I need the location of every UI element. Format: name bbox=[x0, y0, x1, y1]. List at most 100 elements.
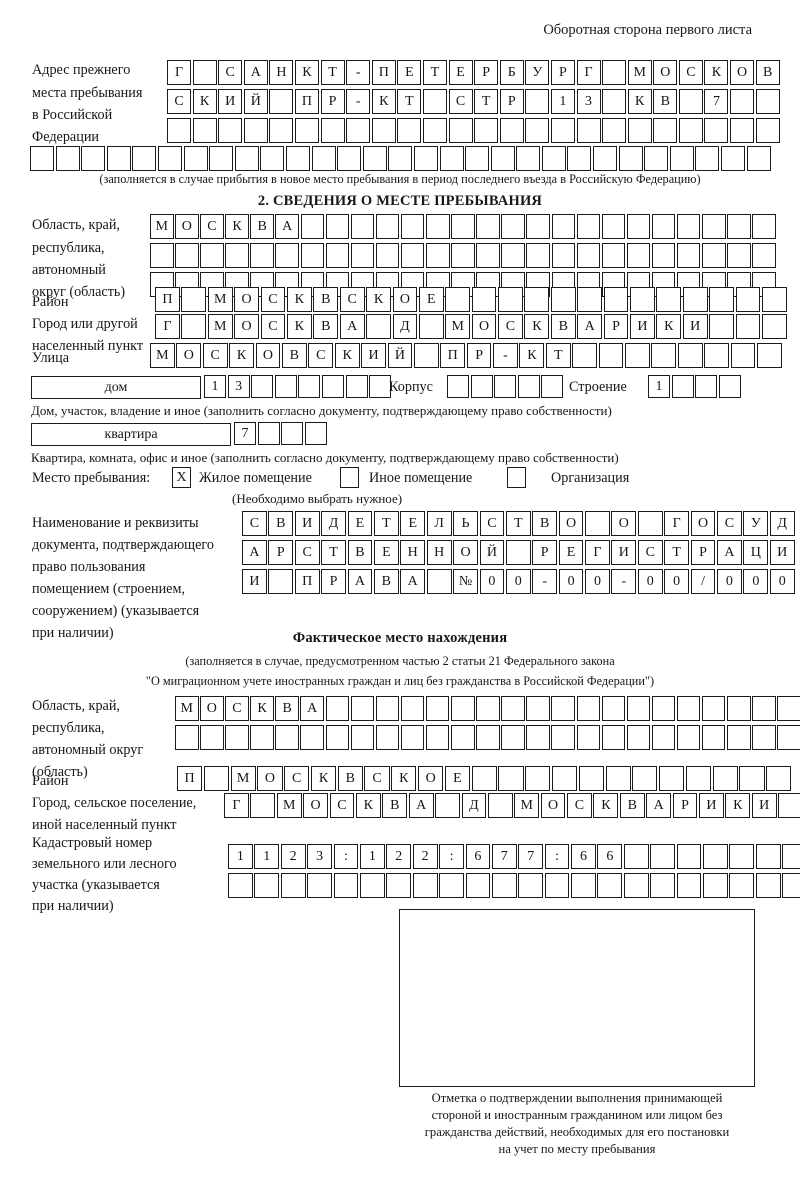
cadastral-r2-cell-6[interactable] bbox=[359, 873, 385, 898]
actual-region-r1-cell-15[interactable] bbox=[526, 696, 550, 721]
actual-region-r1-cell-12[interactable] bbox=[451, 696, 475, 721]
document-row-3[interactable]: И П Р А В А № 0 0-0 0-0 0/0 0 0 bbox=[242, 569, 795, 594]
actual-district-cell-10[interactable]: О bbox=[418, 766, 444, 791]
document-r2-cell-19[interactable]: А bbox=[717, 540, 742, 565]
prev-address-r3-cell-5[interactable] bbox=[269, 118, 294, 143]
actual-region-r2-cell-6[interactable] bbox=[300, 725, 324, 750]
prev-address-r1-cell-18[interactable] bbox=[602, 60, 627, 85]
cadastral-r1-cell-10[interactable]: 6 bbox=[465, 844, 491, 869]
actual-region-r1-cell-5[interactable]: В bbox=[275, 696, 299, 721]
region-r2-cell-22[interactable] bbox=[676, 243, 701, 268]
district-cell-10[interactable]: О bbox=[392, 287, 418, 312]
prev-address-r4-cell-1[interactable] bbox=[30, 146, 54, 171]
region-r2-cell-1[interactable] bbox=[150, 243, 174, 268]
cadastral-r2-cell-10[interactable] bbox=[465, 873, 491, 898]
cadastral-r2-cell-7[interactable] bbox=[386, 873, 412, 898]
district-cell-18[interactable] bbox=[603, 287, 629, 312]
actual-city-cell-11[interactable] bbox=[487, 793, 513, 818]
cadastral-r1-cell-8[interactable]: 2 bbox=[412, 844, 438, 869]
region-r2-cell-7[interactable] bbox=[300, 243, 325, 268]
prev-address-r4-cell-2[interactable] bbox=[55, 146, 80, 171]
document-r1-cell-7[interactable]: Е bbox=[400, 511, 426, 536]
cadastral-r1-cell-18[interactable] bbox=[676, 844, 702, 869]
city-cell-8[interactable]: А bbox=[339, 314, 365, 339]
prev-address-r4-cell-22[interactable] bbox=[567, 146, 592, 171]
korpus-cell-5[interactable] bbox=[541, 375, 564, 398]
document-r3-cell-21[interactable]: 0 bbox=[769, 569, 795, 594]
cadastral-r2-cell-16[interactable] bbox=[623, 873, 649, 898]
street-cell-10[interactable]: Й bbox=[387, 343, 413, 368]
house-cell-5[interactable] bbox=[298, 375, 321, 398]
prev-address-r4-cell-5[interactable] bbox=[132, 146, 157, 171]
prev-address-r3-cell-10[interactable] bbox=[397, 118, 422, 143]
prev-address-r2-cell-20[interactable]: В bbox=[653, 89, 678, 114]
prev-address-r3-cell-15[interactable] bbox=[525, 118, 550, 143]
actual-region-r2-cell-19[interactable] bbox=[626, 725, 651, 750]
actual-region-r2-cell-18[interactable] bbox=[601, 725, 626, 750]
prev-address-r2-cell-12[interactable]: С bbox=[448, 89, 473, 114]
cadastral-r1-cell-16[interactable] bbox=[623, 844, 649, 869]
district-cell-13[interactable] bbox=[471, 287, 497, 312]
actual-city-cell-8[interactable]: А bbox=[408, 793, 434, 818]
prev-address-r4-cell-3[interactable] bbox=[81, 146, 106, 171]
prev-address-r2-cell-23[interactable] bbox=[730, 89, 755, 114]
house-cell-2[interactable]: 3 bbox=[227, 375, 250, 398]
document-r3-cell-7[interactable]: А bbox=[400, 569, 426, 594]
city-cell-18[interactable]: Р bbox=[603, 314, 629, 339]
city-cell-24[interactable] bbox=[761, 314, 787, 339]
flat-cell-4[interactable] bbox=[304, 422, 327, 445]
cadastral-r2-cell-22[interactable] bbox=[782, 873, 800, 898]
actual-region-r2-cell-3[interactable] bbox=[225, 725, 249, 750]
document-r3-cell-5[interactable]: А bbox=[347, 569, 373, 594]
actual-city-cell-10[interactable]: Д bbox=[461, 793, 487, 818]
district-cell-11[interactable]: Е bbox=[418, 287, 444, 312]
prev-address-r1-cell-15[interactable]: У bbox=[525, 60, 550, 85]
actual-city-cell-13[interactable]: О bbox=[540, 793, 566, 818]
prev-address-r1-cell-10[interactable]: Е bbox=[397, 60, 422, 85]
region-r2-cell-6[interactable] bbox=[275, 243, 299, 268]
cadastral-r1-cell-7[interactable]: 2 bbox=[386, 844, 412, 869]
actual-region-r2-cell-10[interactable] bbox=[400, 725, 425, 750]
cadastral-r1-cell-5[interactable]: : bbox=[333, 844, 359, 869]
region-r1-cell-22[interactable] bbox=[676, 214, 701, 239]
document-r2-cell-14[interactable]: Г bbox=[585, 540, 610, 565]
document-r2-cell-1[interactable]: А bbox=[242, 540, 267, 565]
prev-address-r4-cell-16[interactable] bbox=[413, 146, 438, 171]
street-cell-21[interactable] bbox=[677, 343, 703, 368]
prev-address-r3-cell-2[interactable] bbox=[192, 118, 217, 143]
city-cell-10[interactable]: Д bbox=[392, 314, 418, 339]
document-r1-cell-17[interactable]: Г bbox=[664, 511, 690, 536]
document-r2-cell-16[interactable]: С bbox=[637, 540, 663, 565]
region-r2-cell-21[interactable] bbox=[651, 243, 676, 268]
prev-address-r3-cell-8[interactable] bbox=[346, 118, 371, 143]
document-r3-cell-12[interactable]: - bbox=[532, 569, 558, 594]
actual-region-r1-cell-1[interactable]: М bbox=[175, 696, 199, 721]
prev-address-r4-cell-18[interactable] bbox=[465, 146, 490, 171]
region-r1-cell-6[interactable]: А bbox=[275, 214, 299, 239]
district-cell-15[interactable] bbox=[524, 287, 550, 312]
actual-district-cell-11[interactable]: Е bbox=[444, 766, 470, 791]
district-cell-9[interactable]: К bbox=[366, 287, 391, 312]
actual-city-cell-5[interactable]: С bbox=[329, 793, 355, 818]
street-cell-18[interactable] bbox=[598, 343, 624, 368]
actual-city-cell-21[interactable]: И bbox=[751, 793, 777, 818]
region-r1-cell-25[interactable] bbox=[752, 214, 776, 239]
actual-district-cell-18[interactable] bbox=[632, 766, 658, 791]
document-r3-cell-2[interactable] bbox=[268, 569, 294, 594]
actual-region-r2-cell-12[interactable] bbox=[451, 725, 475, 750]
actual-city-cell-2[interactable] bbox=[250, 793, 276, 818]
actual-district-cell-13[interactable] bbox=[498, 766, 524, 791]
prev-address-r1-cell-11[interactable]: Т bbox=[422, 60, 447, 85]
cadastral-r2-cell-4[interactable] bbox=[307, 873, 332, 898]
region-r1-cell-4[interactable]: К bbox=[225, 214, 249, 239]
city-cell-22[interactable] bbox=[709, 314, 734, 339]
prev-address-r4-cell-27[interactable] bbox=[695, 146, 720, 171]
actual-district-cell-2[interactable] bbox=[203, 766, 229, 791]
actual-region-r2-cell-4[interactable] bbox=[250, 725, 274, 750]
actual-region-r1-cell-23[interactable] bbox=[727, 696, 751, 721]
region-r2-cell-5[interactable] bbox=[250, 243, 274, 268]
